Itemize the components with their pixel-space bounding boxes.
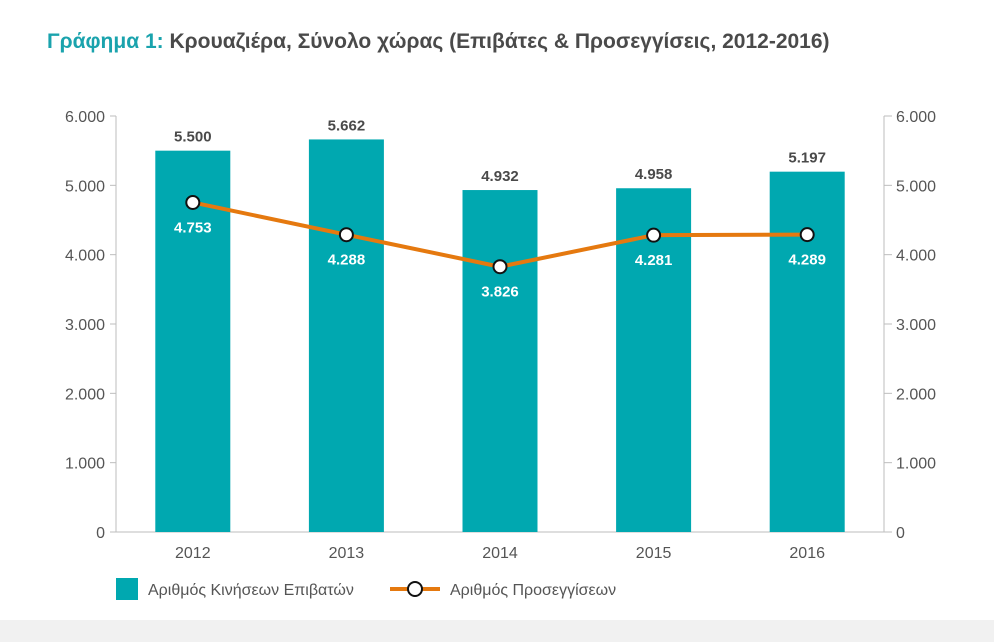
y-right-tick-label: 0 xyxy=(896,525,905,542)
bar xyxy=(616,188,692,532)
y-right-tick-label: 1.000 xyxy=(896,456,936,473)
y-left-tick-label: 6.000 xyxy=(65,109,105,126)
chart-title-text: Κρουαζιέρα, Σύνολο χώρας (Επιβάτες & Προ… xyxy=(169,30,830,53)
line-value-label: 4.288 xyxy=(328,252,366,269)
chart: 0 1.000 2.000 3.000 4.000 5.000 6.000 0 1.000 2.0… xyxy=(65,109,936,600)
bar xyxy=(155,150,231,532)
legend-swatch-marker xyxy=(407,581,423,597)
x-tick-label: 2016 xyxy=(789,545,825,562)
y-left-tick-label: 3.000 xyxy=(65,317,105,334)
line-marker xyxy=(799,227,815,243)
bar-value-label: 4.958 xyxy=(635,166,673,183)
line-value-label: 3.826 xyxy=(481,284,519,301)
legend-label-line: Αριθμός Προσεγγίσεων xyxy=(450,582,616,599)
y-left-tick-label: 5.000 xyxy=(65,178,105,195)
bar xyxy=(769,171,845,532)
x-tick-label: 2014 xyxy=(482,545,518,562)
line-marker xyxy=(492,259,508,275)
line-value-label: 4.281 xyxy=(635,252,673,269)
bar xyxy=(308,139,384,532)
bar-value-label: 4.932 xyxy=(481,168,519,185)
data-labels: 5.500 5.662 4.932 4.958 5.197 4.753 4.288 3.826… xyxy=(174,117,826,300)
bar-series xyxy=(155,139,845,532)
line-marker xyxy=(185,194,201,210)
x-tick-label: 2012 xyxy=(175,545,211,562)
chart-title-prefix: Γράφημα 1: xyxy=(47,30,164,53)
line-series xyxy=(185,194,815,275)
bar-value-label: 5.500 xyxy=(174,129,212,146)
legend: Αριθμός Κινήσεων Επιβατών Αριθμός Προσεγγ… xyxy=(116,578,616,600)
y-left-tick-label: 2.000 xyxy=(65,386,105,403)
legend-swatch-bars xyxy=(116,578,138,600)
bar-value-label: 5.662 xyxy=(328,117,366,134)
chart-axes: 0 1.000 2.000 3.000 4.000 5.000 6.000 0 1.000 2.0… xyxy=(65,109,936,562)
y-right-tick-label: 4.000 xyxy=(896,248,936,265)
y-right-tick-label: 3.000 xyxy=(896,317,936,334)
y-left-tick-label: 4.000 xyxy=(65,248,105,265)
y-right-tick-label: 6.000 xyxy=(896,109,936,126)
y-right-tick-label: 5.000 xyxy=(896,178,936,195)
line-marker xyxy=(338,227,354,243)
x-tick-label: 2013 xyxy=(329,545,365,562)
y-left-tick-label: 0 xyxy=(96,525,105,542)
page-bottom-strip xyxy=(0,620,994,642)
bar xyxy=(462,190,538,532)
line-value-label: 4.289 xyxy=(788,252,826,269)
x-tick-label: 2015 xyxy=(636,545,672,562)
bar-value-label: 5.197 xyxy=(788,150,826,167)
chart-title: Γράφημα 1: Κρουαζιέρα, Σύνολο χώρας (Επι… xyxy=(47,30,830,54)
line-value-label: 4.753 xyxy=(174,219,212,236)
line-marker xyxy=(646,227,662,243)
legend-label-bars: Αριθμός Κινήσεων Επιβατών xyxy=(148,582,354,599)
y-left-tick-label: 1.000 xyxy=(65,456,105,473)
y-right-tick-label: 2.000 xyxy=(896,386,936,403)
